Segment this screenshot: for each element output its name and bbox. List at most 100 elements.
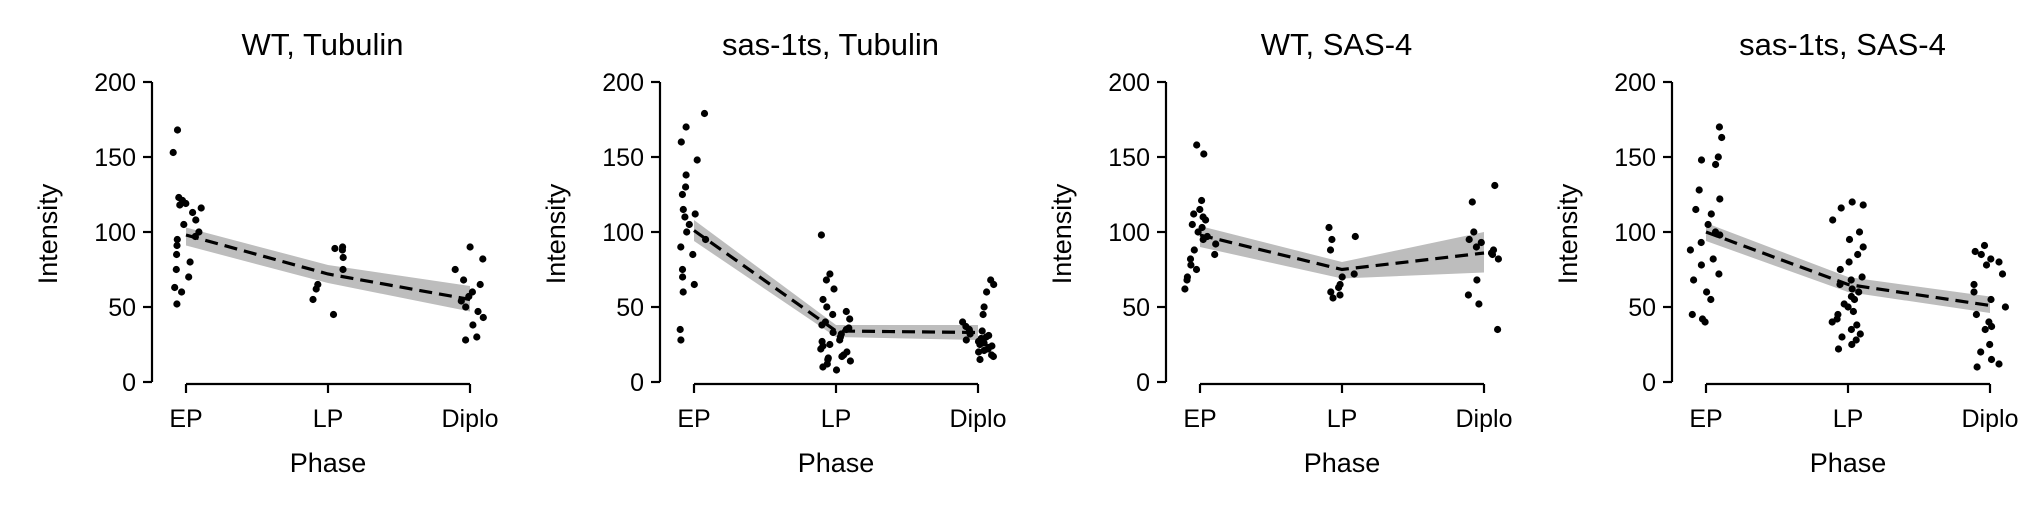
data-point	[1329, 294, 1337, 302]
data-point	[832, 366, 841, 374]
data-point	[1212, 240, 1220, 248]
data-point	[1718, 133, 1726, 142]
y-tick-label: 200	[1108, 69, 1150, 97]
y-tick-label: 50	[1122, 294, 1150, 322]
data-point	[846, 357, 855, 365]
data-point	[173, 250, 181, 259]
data-point	[186, 258, 194, 266]
data-point	[1849, 307, 1857, 316]
data-point	[691, 210, 699, 218]
x-axis-label: Phase	[290, 448, 367, 478]
data-point	[1709, 255, 1717, 263]
y-tick-label: 100	[1108, 219, 1150, 247]
data-point	[980, 346, 988, 355]
data-point	[1704, 220, 1712, 229]
data-point	[1200, 150, 1208, 158]
data-point	[1712, 160, 1720, 169]
data-point	[1977, 250, 1985, 259]
data-point	[826, 340, 834, 349]
data-point	[1982, 261, 1991, 269]
confidence-band	[694, 220, 978, 340]
data-point	[339, 265, 347, 274]
data-point	[1854, 250, 1862, 259]
data-point	[975, 348, 983, 356]
chart-panel-2: sas-1ts, Tubulin 0 50 100 150 200 EP LP Diplo Pha…	[541, 27, 1006, 478]
data-point	[679, 273, 687, 281]
data-point	[1987, 355, 1996, 364]
data-point	[983, 288, 991, 296]
data-point	[1973, 363, 1981, 371]
y-axis-label: Intensity	[1047, 183, 1077, 284]
data-point	[678, 265, 687, 274]
confidence-band	[1706, 223, 1990, 313]
data-point	[683, 228, 691, 236]
data-point	[182, 199, 190, 208]
data-point	[1690, 276, 1698, 284]
y-tick-label: 200	[602, 69, 644, 97]
y-tick-label: 0	[630, 369, 644, 397]
y-tick-label: 100	[1614, 219, 1656, 247]
y-tick-label: 50	[1628, 294, 1656, 322]
x-axis-label: Phase	[798, 448, 875, 478]
data-point	[1198, 196, 1206, 205]
data-point	[171, 283, 179, 292]
data-point	[989, 352, 998, 361]
data-point	[1853, 321, 1861, 329]
mean-line	[693, 229, 979, 335]
data-point	[1488, 250, 1497, 259]
data-point	[1695, 186, 1703, 194]
chart-title: sas-1ts, Tubulin	[722, 27, 939, 62]
data-point	[1995, 360, 2003, 368]
data-point	[1858, 273, 1866, 281]
data-point	[1350, 270, 1358, 278]
data-point	[1192, 265, 1201, 274]
data-point	[1980, 241, 1989, 250]
data-point	[173, 235, 181, 244]
data-point	[1848, 340, 1856, 349]
data-point	[1326, 246, 1335, 254]
y-tick-label: 150	[602, 144, 644, 172]
data-point	[1470, 228, 1478, 236]
data-point	[700, 109, 709, 118]
data-point	[829, 310, 837, 319]
data-point	[822, 276, 831, 284]
data-point	[192, 216, 200, 224]
data-point	[976, 340, 984, 349]
data-point	[1336, 291, 1344, 299]
x-tick-label: EP	[169, 405, 202, 433]
confidence-band	[186, 227, 470, 312]
data-point	[1697, 156, 1706, 164]
data-point	[1701, 318, 1709, 326]
data-point	[979, 310, 987, 319]
chart-panel-1: WT, Tubulin 0 50 100 150 200 EP LP Diplo Phase Int…	[33, 27, 498, 478]
data-point	[312, 285, 320, 293]
data-point	[836, 336, 844, 344]
x-tick-label: Diplo	[950, 405, 1007, 433]
data-point	[980, 303, 988, 311]
data-point	[1856, 330, 1864, 338]
data-point	[823, 303, 831, 311]
x-tick-label: EP	[1183, 405, 1216, 433]
data-point	[476, 280, 484, 289]
data-point	[1491, 181, 1499, 190]
y-tick-label: 100	[94, 219, 136, 247]
data-point	[677, 138, 685, 146]
data-point	[1186, 255, 1195, 263]
y-tick-label: 50	[616, 294, 644, 322]
data-point	[682, 171, 690, 179]
data-point	[180, 220, 188, 229]
data-point	[1202, 216, 1210, 224]
data-point	[1859, 243, 1867, 251]
data-point	[451, 265, 459, 274]
data-point	[339, 253, 347, 262]
data-point	[1848, 285, 1856, 293]
data-point	[1494, 255, 1502, 263]
y-tick-label: 0	[1136, 369, 1150, 397]
data-point	[1847, 325, 1855, 334]
data-point	[178, 288, 186, 296]
x-tick-label: LP	[1833, 405, 1864, 433]
data-point	[309, 295, 317, 304]
data-point	[1697, 261, 1705, 269]
data-point	[1338, 273, 1346, 281]
data-point	[1844, 303, 1852, 311]
